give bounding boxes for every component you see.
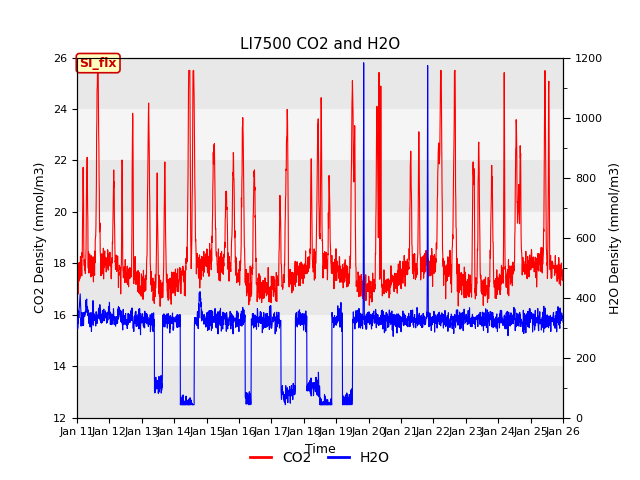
Bar: [77, 58, 563, 109]
Y-axis label: CO2 Density (mmol/m3): CO2 Density (mmol/m3): [35, 162, 47, 313]
H2O: [461, 313, 469, 319]
H2O: [177, 402, 184, 408]
CO2: [93, 68, 101, 73]
Bar: [77, 315, 563, 366]
H2O: [333, 319, 341, 325]
Bar: [77, 109, 563, 160]
CO2: [334, 265, 342, 271]
H2O: [209, 309, 216, 314]
H2O: [360, 60, 367, 66]
H2O: [344, 401, 352, 407]
H2O: [516, 312, 524, 317]
Bar: [77, 160, 563, 212]
Legend: CO2, H2O: CO2, H2O: [244, 445, 396, 471]
CO2: [530, 257, 538, 263]
Bar: [77, 264, 563, 315]
Line: CO2: CO2: [77, 71, 563, 306]
CO2: [156, 303, 164, 309]
Y-axis label: H2O Density (mmol/m3): H2O Density (mmol/m3): [609, 162, 621, 313]
X-axis label: Time: Time: [305, 443, 335, 456]
Line: H2O: H2O: [77, 63, 563, 405]
CO2: [461, 287, 469, 292]
H2O: [73, 322, 81, 328]
Title: LI7500 CO2 and H2O: LI7500 CO2 and H2O: [240, 37, 400, 52]
CO2: [516, 155, 524, 161]
CO2: [209, 185, 217, 191]
CO2: [559, 269, 567, 275]
H2O: [530, 319, 538, 325]
Text: SI_flx: SI_flx: [79, 57, 117, 70]
H2O: [559, 319, 567, 325]
Bar: [77, 212, 563, 264]
CO2: [344, 271, 352, 277]
CO2: [73, 282, 81, 288]
Bar: [77, 366, 563, 418]
